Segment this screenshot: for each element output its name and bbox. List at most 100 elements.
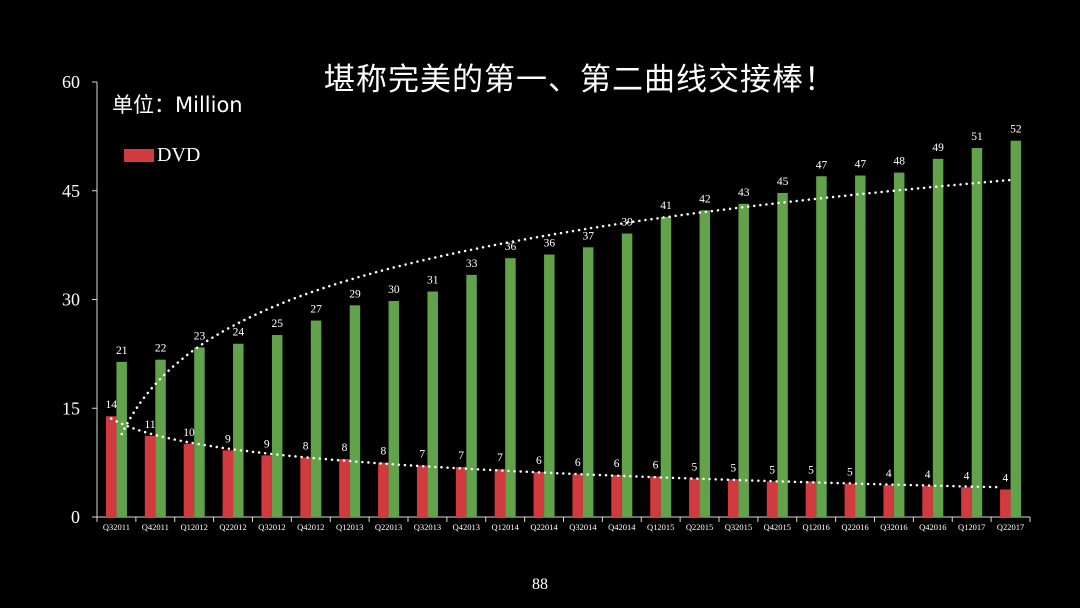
x-tick-label: Q32016 <box>880 522 907 532</box>
dvd-data-label: 5 <box>730 462 736 474</box>
x-tick-label: Q22013 <box>375 522 402 532</box>
dvd-data-label: 9 <box>225 433 231 445</box>
x-tick-label: Q12014 <box>491 522 519 532</box>
streaming-bar <box>582 247 594 518</box>
dvd-bar <box>222 450 234 517</box>
streaming-data-label: 37 <box>582 230 594 242</box>
dvd-data-label: 4 <box>1002 472 1008 484</box>
streaming-data-label: 27 <box>310 304 322 316</box>
streaming-data-label: 52 <box>1010 124 1022 136</box>
dvd-data-label: 4 <box>886 468 892 480</box>
dvd-data-label: 8 <box>303 441 309 453</box>
dvd-bar <box>378 462 389 517</box>
streaming-data-label: 36 <box>544 238 556 250</box>
dvd-data-label: 8 <box>342 442 348 454</box>
dvd-data-label: 6 <box>536 455 542 467</box>
dvd-bar <box>572 474 583 517</box>
streaming-bar <box>660 216 672 517</box>
dvd-data-label: 5 <box>808 464 814 476</box>
streaming-bar <box>233 343 244 517</box>
x-tick-label: Q42012 <box>297 522 324 532</box>
streaming-data-label: 36 <box>505 241 517 253</box>
streaming-bar <box>971 147 983 517</box>
x-tick-label: Q12013 <box>336 522 363 532</box>
dvd-bar <box>611 474 622 517</box>
streaming-data-label: 51 <box>971 131 983 143</box>
dvd-data-label: 5 <box>691 462 697 474</box>
streaming-bar <box>893 172 905 517</box>
streaming-data-label: 39 <box>621 217 633 229</box>
streaming-bar <box>116 361 127 517</box>
streaming-bar <box>505 258 516 517</box>
x-tick-label: Q12015 <box>647 522 674 532</box>
dvd-data-label: 4 <box>925 469 931 481</box>
x-tick-label: Q22016 <box>841 522 868 532</box>
dvd-data-label: 7 <box>419 449 425 461</box>
dvd-bar <box>727 479 739 517</box>
x-tick-label: Q32014 <box>569 522 597 532</box>
streaming-bar <box>1010 140 1022 517</box>
x-tick-label: Q32011 <box>103 522 130 532</box>
streaming-data-label: 49 <box>932 142 944 154</box>
unit-label: 单位：Million <box>112 93 243 117</box>
streaming-data-label: 24 <box>233 327 245 339</box>
streaming-data-label: 43 <box>738 187 750 199</box>
streaming-bar <box>855 175 866 517</box>
dvd-bar <box>1000 489 1011 517</box>
dvd-bar <box>105 416 117 517</box>
streaming-bar <box>621 233 633 517</box>
streaming-bar <box>738 203 749 518</box>
streaming-data-label: 41 <box>660 200 672 212</box>
streaming-data-label: 33 <box>466 258 478 270</box>
dvd-data-label: 14 <box>105 399 117 411</box>
dvd-bar <box>455 466 467 517</box>
streaming-data-label: 47 <box>816 159 828 171</box>
dvd-data-label: 6 <box>575 457 581 469</box>
streaming-bar <box>427 291 438 517</box>
y-tick-label: 15 <box>62 398 80 418</box>
streaming-data-label: 22 <box>155 343 167 355</box>
streaming-data-label: 30 <box>388 284 400 296</box>
x-tick-label: Q22017 <box>997 522 1024 532</box>
dvd-data-label: 8 <box>380 446 386 458</box>
chart-title: 堪称完美的第一、第二曲线交接棒！ <box>324 62 836 98</box>
dvd-bar <box>805 481 817 517</box>
streaming-data-label: 21 <box>116 345 128 357</box>
chart-data-labels: 14 11 10 9 9 8 8 8 7 7 7 6 6 6 6 5 5 5 5 5 4 4 4 4 21 22 23 24 25 27 2… <box>105 124 1021 485</box>
streaming-trendline <box>120 178 1014 436</box>
streaming-data-label: 29 <box>349 288 361 300</box>
streaming-bar <box>816 176 827 517</box>
dvd-bar <box>261 455 272 517</box>
x-tick-label: Q42011 <box>142 522 169 532</box>
dvd-bar <box>533 472 545 517</box>
legend-label-dvd: DVD <box>157 143 201 166</box>
streaming-data-label: 31 <box>427 275 439 287</box>
streaming-data-label: 48 <box>893 156 905 168</box>
dvd-data-label: 4 <box>964 470 970 482</box>
dvd-bar <box>650 476 661 517</box>
streaming-bar <box>932 158 944 517</box>
dvd-bar <box>494 469 506 517</box>
streaming-bar <box>544 254 555 518</box>
dvd-bar <box>922 485 933 517</box>
streaming-bar <box>310 320 322 517</box>
x-tick-label: Q42015 <box>764 522 791 532</box>
x-tick-label: Q12012 <box>180 522 207 532</box>
dvd-bar <box>300 457 311 517</box>
streaming-data-label: 23 <box>194 330 206 342</box>
x-tick-label: Q12016 <box>802 522 829 532</box>
dvd-data-label: 11 <box>145 419 156 431</box>
dvd-data-label: 9 <box>264 438 270 450</box>
streaming-data-label: 42 <box>699 193 711 205</box>
dvd-data-label: 5 <box>769 464 775 476</box>
dvd-data-label: 6 <box>653 459 659 471</box>
legend-swatch-dvd <box>124 148 154 162</box>
streaming-data-label: 25 <box>271 318 283 330</box>
page-number: 88 <box>532 576 548 593</box>
y-tick-label: 30 <box>62 290 80 310</box>
dvd-bar <box>144 435 156 517</box>
streaming-bar <box>388 300 400 517</box>
dvd-bar <box>339 459 350 517</box>
